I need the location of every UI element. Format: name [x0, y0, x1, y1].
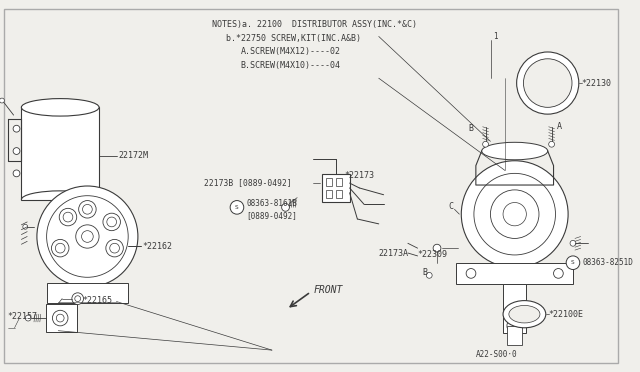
Circle shape [55, 243, 65, 253]
Circle shape [0, 98, 4, 103]
Text: A22-S00·0: A22-S00·0 [476, 350, 518, 359]
Text: [0889-0492]: [0889-0492] [246, 212, 298, 221]
Circle shape [13, 170, 20, 177]
Circle shape [81, 231, 93, 242]
Circle shape [570, 240, 576, 246]
Circle shape [103, 213, 120, 231]
Circle shape [72, 293, 83, 304]
Bar [326, 178, 332, 186]
Circle shape [51, 240, 69, 257]
Text: FRONT: FRONT [314, 285, 343, 295]
Text: *22173: *22173 [345, 171, 375, 180]
Bar [47, 283, 128, 302]
Circle shape [548, 141, 554, 147]
Text: 08363-8161B: 08363-8161B [246, 199, 298, 208]
Circle shape [13, 148, 20, 154]
Circle shape [516, 52, 579, 114]
Circle shape [56, 314, 64, 322]
Text: *22162: *22162 [143, 242, 173, 251]
Text: C: C [449, 202, 454, 211]
Circle shape [524, 59, 572, 108]
Bar [456, 263, 573, 284]
Circle shape [83, 205, 92, 214]
Circle shape [75, 296, 81, 302]
Circle shape [566, 256, 580, 270]
Text: b.*22750 SCREW,KIT(INC.A&B): b.*22750 SCREW,KIT(INC.A&B) [227, 34, 361, 43]
Text: B: B [422, 268, 428, 277]
Text: 22173B [0889-0492]: 22173B [0889-0492] [204, 179, 292, 187]
Circle shape [63, 212, 73, 222]
Ellipse shape [503, 301, 546, 328]
Circle shape [76, 225, 99, 248]
Bar [503, 284, 526, 333]
Text: *22157: *22157 [8, 312, 38, 321]
Bar [336, 178, 342, 186]
Text: 22173A: 22173A [379, 248, 409, 257]
Circle shape [79, 201, 96, 218]
Bar [326, 190, 332, 198]
Text: B: B [468, 124, 473, 133]
Circle shape [474, 173, 556, 255]
Circle shape [109, 243, 120, 253]
Text: *22130: *22130 [582, 78, 612, 87]
Circle shape [13, 125, 20, 132]
Text: S: S [571, 260, 575, 265]
Text: NOTES)a. 22100  DISTRIBUTOR ASSY(INC.*&C): NOTES)a. 22100 DISTRIBUTOR ASSY(INC.*&C) [212, 20, 417, 29]
Circle shape [52, 310, 68, 326]
Text: *22100E: *22100E [548, 310, 584, 319]
Text: 22172M: 22172M [118, 151, 148, 160]
Ellipse shape [509, 305, 540, 323]
Circle shape [47, 196, 128, 277]
Circle shape [483, 141, 488, 147]
Text: S: S [235, 205, 239, 210]
Circle shape [282, 203, 289, 211]
Text: A: A [556, 122, 561, 131]
Circle shape [106, 240, 124, 257]
Circle shape [23, 224, 28, 229]
Ellipse shape [482, 142, 548, 160]
Circle shape [60, 208, 77, 226]
Circle shape [107, 217, 116, 227]
Circle shape [503, 202, 526, 226]
Text: 08363-8251D: 08363-8251D [582, 258, 634, 267]
Text: A.SCREW(M4X12)----02: A.SCREW(M4X12)----02 [241, 48, 341, 57]
Circle shape [507, 318, 522, 334]
Circle shape [37, 186, 138, 287]
Bar [336, 190, 342, 198]
Text: B.SCREW(M4X10)----04: B.SCREW(M4X10)----04 [241, 61, 341, 70]
Text: 1: 1 [493, 32, 498, 41]
Bar [323, 174, 349, 202]
Bar [45, 304, 77, 332]
Circle shape [461, 161, 568, 267]
Bar [507, 326, 522, 345]
Text: *22165: *22165 [83, 296, 113, 305]
Ellipse shape [21, 99, 99, 116]
Text: *22309: *22309 [417, 250, 447, 259]
Circle shape [230, 201, 244, 214]
Circle shape [433, 244, 441, 252]
Circle shape [426, 272, 432, 278]
Circle shape [490, 190, 539, 238]
Circle shape [466, 269, 476, 278]
Circle shape [554, 269, 563, 278]
Bar [21, 108, 99, 200]
Circle shape [25, 315, 31, 321]
